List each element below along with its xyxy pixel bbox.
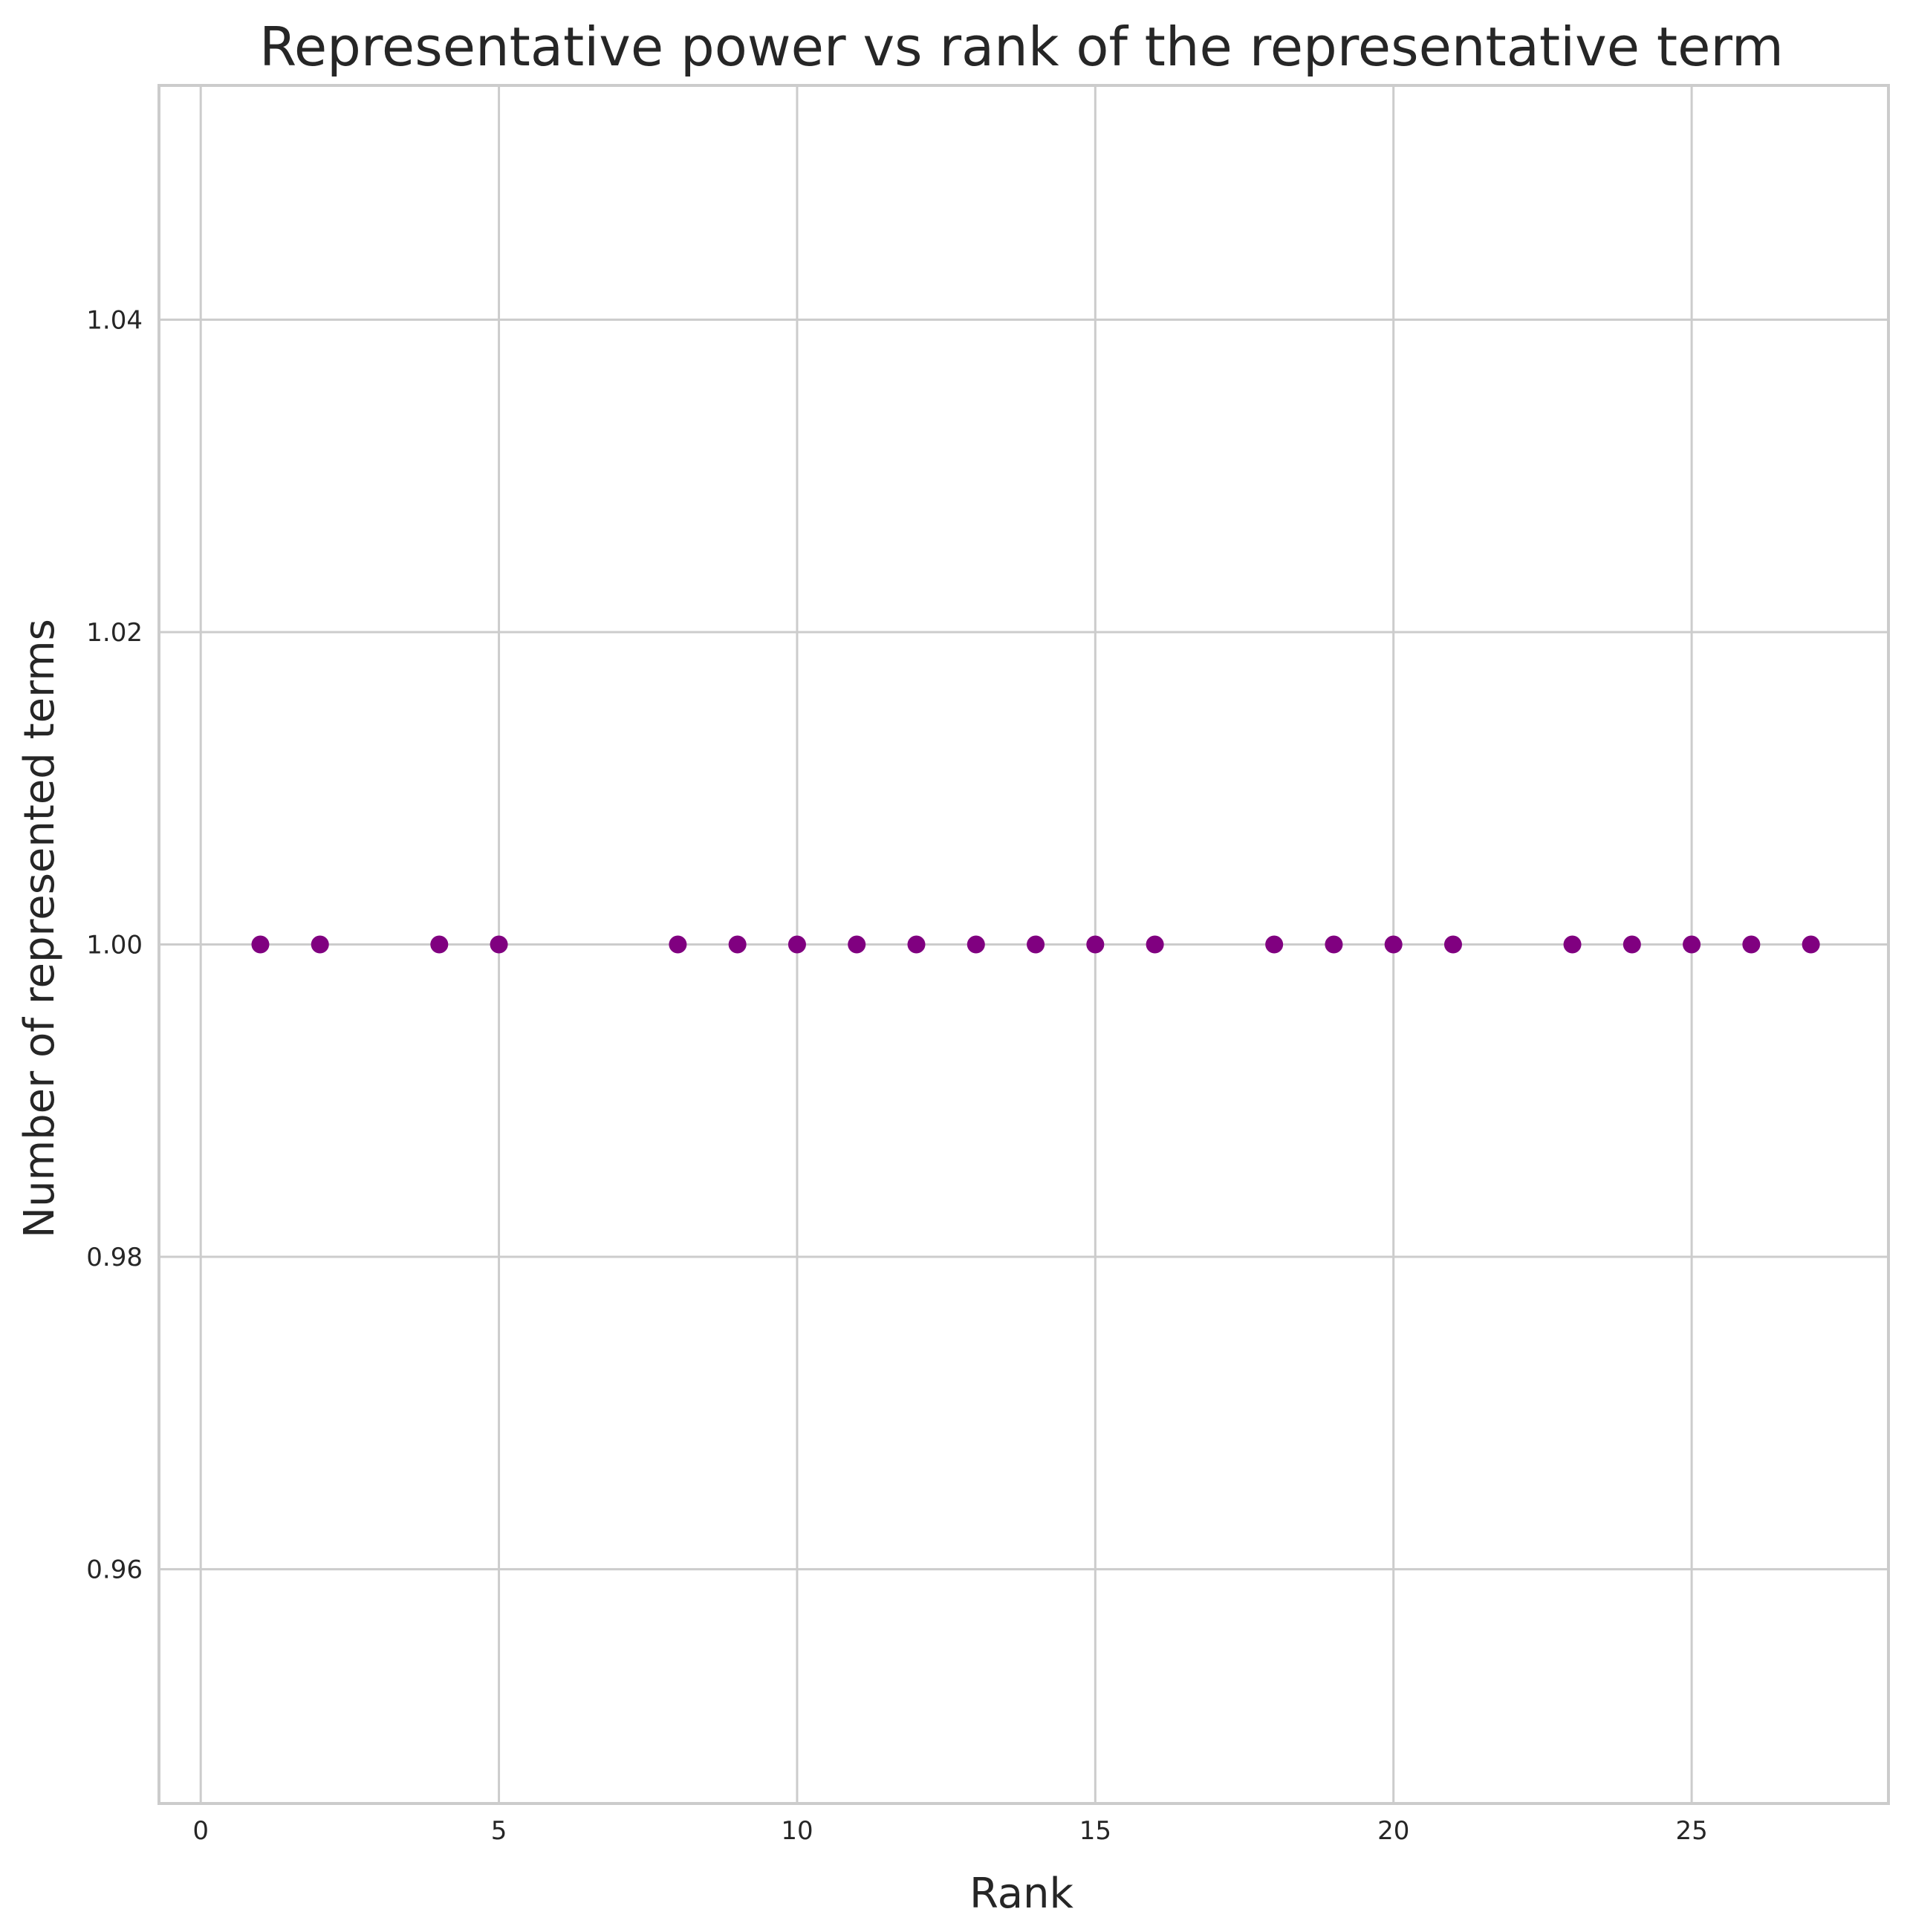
x-tick-labels: 0 5 10 15 20 25	[192, 1816, 1707, 1846]
y-axis-label: Number of represented terms	[16, 619, 64, 1238]
x-tick-label: 5	[491, 1816, 507, 1846]
data-point	[728, 935, 747, 954]
y-tick-label: 0.96	[86, 1555, 143, 1585]
data-point	[1622, 935, 1641, 954]
x-axis-label: Rank	[969, 1870, 1073, 1918]
plot-frame	[157, 84, 1890, 1805]
data-point	[1802, 935, 1820, 954]
data-point	[1325, 935, 1343, 954]
chart-title: Representative power vs rank of the repr…	[259, 16, 1784, 78]
data-point	[1563, 935, 1582, 954]
data-point	[967, 935, 985, 954]
x-tick-label: 25	[1675, 1816, 1707, 1846]
data-point	[490, 935, 508, 954]
data-point	[1683, 935, 1701, 954]
y-tick-labels: 0.96 0.98 1.00 1.02 1.04	[86, 305, 143, 1584]
x-tick-label: 10	[781, 1816, 813, 1846]
x-tick-label: 20	[1377, 1816, 1409, 1846]
data-points	[251, 935, 1820, 954]
data-point	[311, 935, 329, 954]
data-point	[1742, 935, 1761, 954]
data-point	[1265, 935, 1284, 954]
data-point	[1384, 935, 1403, 954]
x-tick-label: 0	[192, 1816, 209, 1846]
data-point	[1086, 935, 1105, 954]
y-tick-label: 0.98	[86, 1243, 143, 1272]
y-tick-label: 1.00	[86, 931, 143, 960]
data-point	[848, 935, 866, 954]
data-point	[787, 935, 806, 954]
y-tick-label: 1.02	[86, 618, 143, 648]
data-point	[669, 935, 687, 954]
data-point	[1146, 935, 1164, 954]
data-point	[251, 935, 270, 954]
x-tick-label: 15	[1079, 1816, 1111, 1846]
data-point	[1027, 935, 1045, 954]
y-tick-label: 1.04	[86, 305, 143, 335]
data-point	[1443, 935, 1462, 954]
data-point	[907, 935, 926, 954]
data-point	[430, 935, 449, 954]
